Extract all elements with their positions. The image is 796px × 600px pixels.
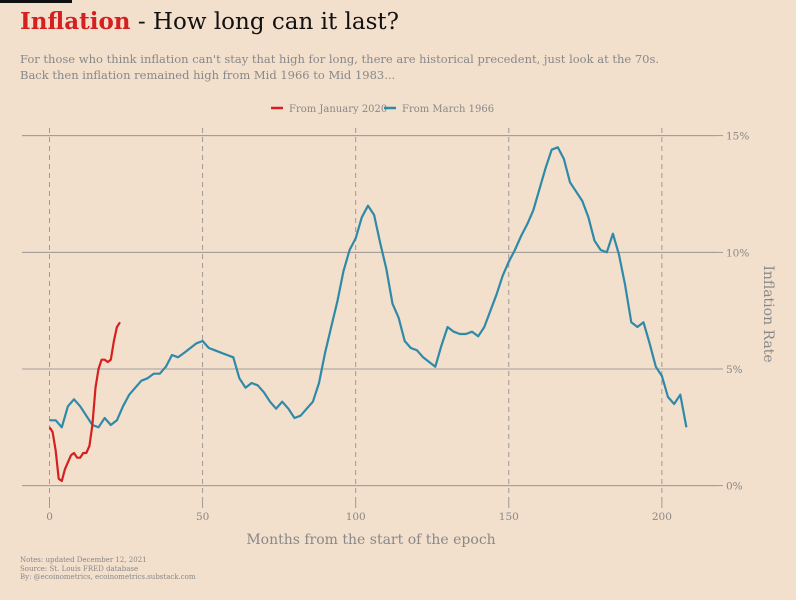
series-line-from-march-1966 [49,146,688,429]
legend-label-blue: From March 1966 [402,104,494,115]
series-line-from-january-2020 [48,321,121,483]
chart-notes: Notes: updated December 12, 2021 Source:… [20,556,196,582]
y-tick-label: 15% [726,131,749,143]
x-tick-label: 50 [196,511,209,523]
notes-line-1: Notes: updated December 12, 2021 [20,556,147,564]
y-tick-labels: 0% 5% 10% 15% [726,131,749,493]
x-tick-label: 150 [499,511,519,523]
subtitle: For those who think inflation can't stay… [20,51,780,83]
x-tick-label: 0 [46,511,53,523]
page-title: Inflation - How long can it last? [20,8,399,35]
y-tick-label: 10% [726,247,749,259]
y-tick-label: 5% [726,364,743,376]
subtitle-line-1: For those who think inflation can't stay… [20,52,660,66]
series-lines [48,146,688,483]
y-tick-label: 0% [726,481,743,493]
legend: From January 2020 From March 1966 [271,104,494,115]
top-accent-bar [0,0,72,3]
title-rest: - How long can it last? [130,9,399,35]
y-axis-label: Inflation Rate [760,265,776,362]
legend-label-red: From January 2020 [289,104,387,115]
notes-line-2: Source: St. Louis FRED database [20,564,139,573]
x-tick-label: 200 [652,511,672,523]
x-tick-label: 100 [346,511,366,523]
title-accent: Inflation [20,8,131,35]
x-axis-label: Months from the start of the epoch [246,532,495,548]
subtitle-line-2: Back then inflation remained high from M… [20,68,396,82]
grid [22,128,723,508]
x-tick-labels: 0 50 100 150 200 [46,511,672,523]
notes-line-3: By: @ecoinometrics, ecoinometrics.substa… [20,573,196,581]
